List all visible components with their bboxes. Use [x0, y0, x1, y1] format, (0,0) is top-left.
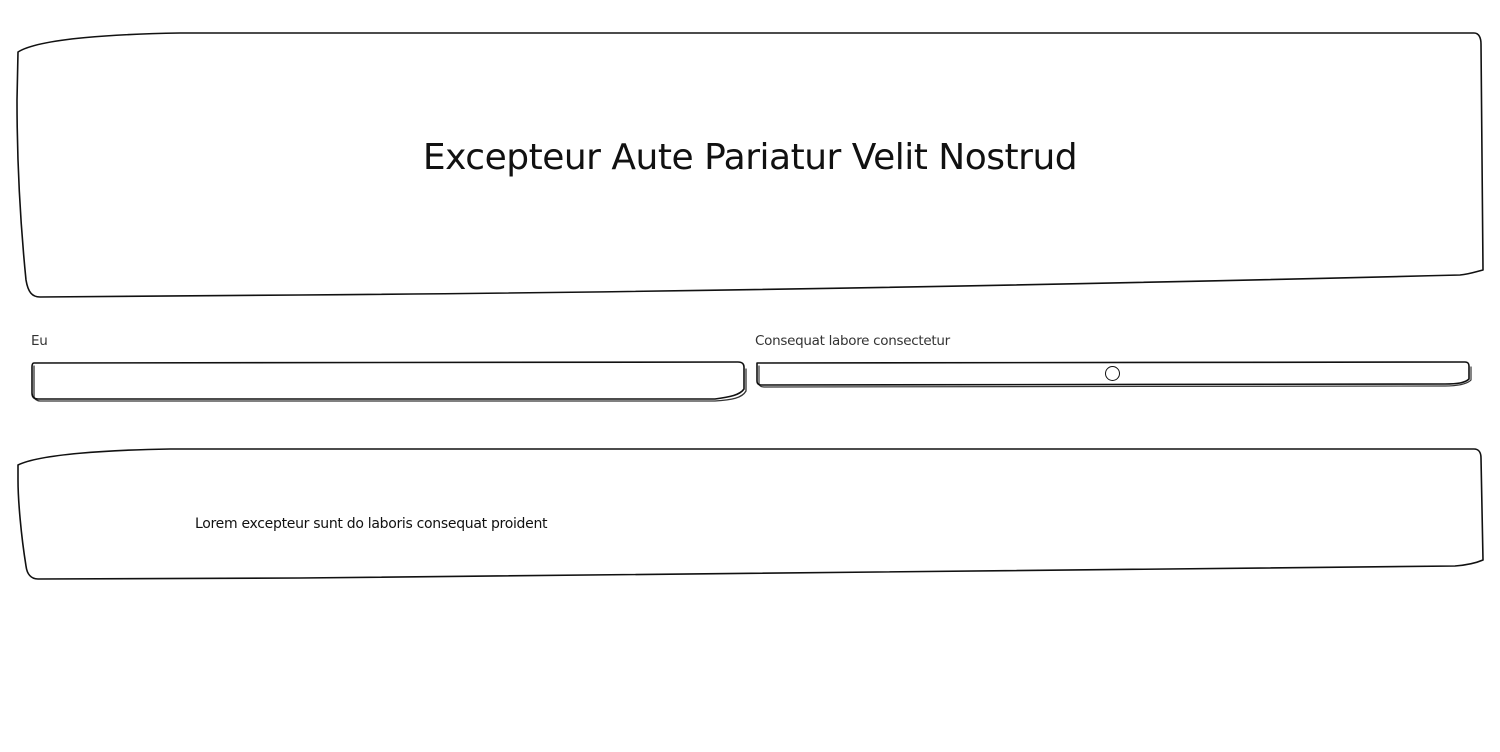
- slider-track: [756, 361, 1472, 388]
- slider[interactable]: [755, 362, 1469, 386]
- page-title: Excepteur Aute Pariatur Velit Nostrud: [422, 137, 1078, 178]
- header-panel-border: [16, 32, 1484, 298]
- content-paragraph: Lorem excepteur sunt do laboris consequa…: [195, 516, 548, 532]
- text-field-label: Eu: [31, 333, 48, 349]
- text-field-border: [31, 361, 747, 402]
- content-panel-border: [17, 448, 1484, 580]
- slider-thumb[interactable]: [1104, 366, 1120, 381]
- slider-label: Consequat labore consectetur: [755, 333, 950, 349]
- text-field-input[interactable]: [33, 364, 738, 397]
